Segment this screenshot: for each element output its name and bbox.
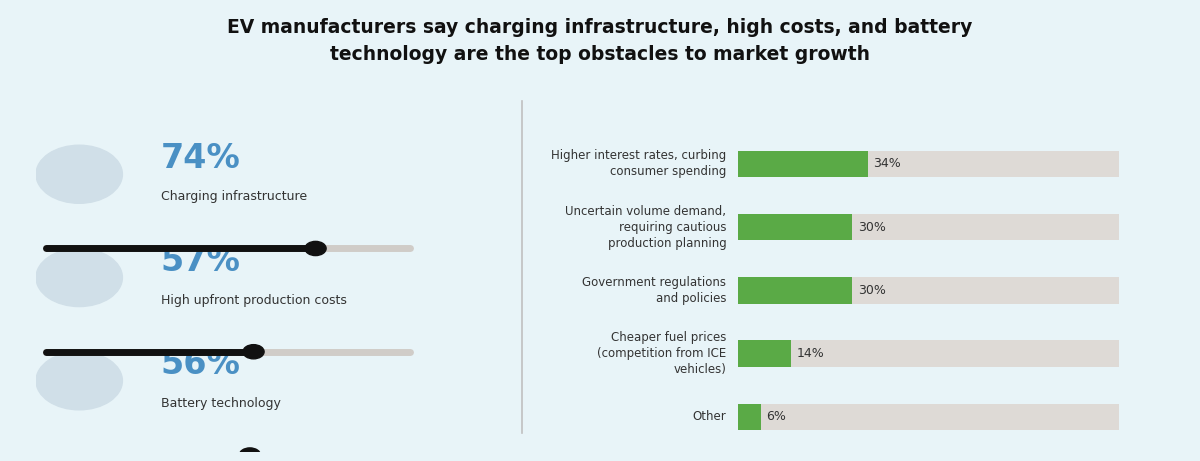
Bar <box>738 151 1120 177</box>
Circle shape <box>305 242 326 255</box>
Text: EV manufacturers say charging infrastructure, high costs, and battery
technology: EV manufacturers say charging infrastruc… <box>227 18 973 64</box>
Bar <box>738 340 1120 367</box>
Bar <box>738 404 761 430</box>
Text: 30%: 30% <box>858 221 886 234</box>
Text: Other: Other <box>692 410 726 424</box>
Text: 30%: 30% <box>858 284 886 297</box>
Text: Charging infrastructure: Charging infrastructure <box>161 190 307 203</box>
Text: 14%: 14% <box>797 347 824 360</box>
Text: High upfront production costs: High upfront production costs <box>161 294 347 307</box>
Bar <box>738 214 1120 241</box>
Bar <box>738 277 1120 304</box>
Bar <box>738 151 868 177</box>
Bar <box>738 404 1120 430</box>
Bar <box>738 340 791 367</box>
Circle shape <box>239 448 260 461</box>
Circle shape <box>36 248 122 307</box>
Circle shape <box>36 145 122 203</box>
Text: 74%: 74% <box>161 142 240 175</box>
Text: 6%: 6% <box>767 410 786 424</box>
Circle shape <box>242 345 264 359</box>
Text: 34%: 34% <box>874 157 901 171</box>
Text: 56%: 56% <box>161 348 241 381</box>
Circle shape <box>36 352 122 410</box>
Bar <box>738 277 852 304</box>
Text: Higher interest rates, curbing
consumer spending: Higher interest rates, curbing consumer … <box>551 149 726 178</box>
Text: Battery technology: Battery technology <box>161 397 281 410</box>
Text: Government regulations
and policies: Government regulations and policies <box>582 276 726 305</box>
Text: Cheaper fuel prices
(competition from ICE
vehicles): Cheaper fuel prices (competition from IC… <box>598 331 726 376</box>
Text: 57%: 57% <box>161 245 241 278</box>
Text: Uncertain volume demand,
requiring cautious
production planning: Uncertain volume demand, requiring cauti… <box>565 205 726 250</box>
Bar <box>738 214 852 241</box>
